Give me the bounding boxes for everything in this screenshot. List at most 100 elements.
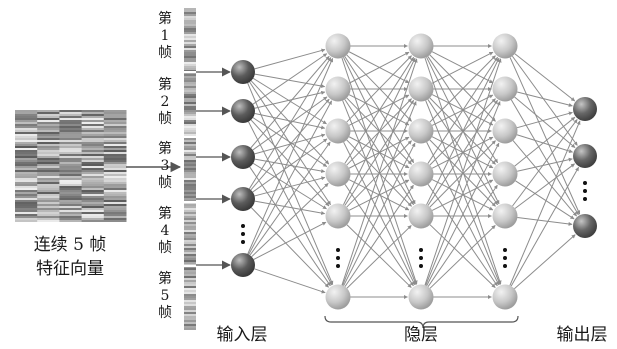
hidden-node <box>325 33 351 59</box>
feature-cell <box>15 150 38 152</box>
frame-strip-cell <box>184 84 196 86</box>
feature-cell <box>37 112 60 114</box>
feature-cell <box>59 166 83 168</box>
feature-cell <box>15 170 38 172</box>
frame-strip-cell <box>184 112 196 114</box>
feature-cell <box>59 196 83 198</box>
feature-cell <box>103 212 127 214</box>
feature-cell <box>103 208 127 210</box>
feature-cell <box>81 174 105 176</box>
feature-cell <box>37 204 60 206</box>
frame-strip-cell <box>184 24 196 26</box>
frame-strip-cell <box>184 222 196 224</box>
frame-strip-cell <box>184 166 196 168</box>
feature-cell <box>81 216 105 218</box>
frame-strip-cell <box>184 234 196 236</box>
feature-cell <box>103 120 127 122</box>
frame-strip-cell <box>184 150 196 152</box>
frame-strip-cell <box>184 240 196 242</box>
feature-cell <box>59 204 83 206</box>
frame-strip-cell <box>184 8 196 10</box>
feature-cell <box>37 208 60 210</box>
hidden-node <box>325 161 351 187</box>
frame-strip-cell <box>184 314 196 316</box>
feature-cell <box>59 160 83 162</box>
frame-strip-cell <box>184 320 196 322</box>
connection <box>429 225 496 289</box>
feature-cell <box>103 184 127 186</box>
hidden-node <box>325 118 351 144</box>
connection <box>254 112 326 130</box>
feature-cell <box>15 180 38 182</box>
feature-cell <box>59 122 83 124</box>
feature-cell <box>103 186 127 188</box>
feature-cell <box>37 166 60 168</box>
frame-strip-cell <box>184 308 196 310</box>
output-layer-label: 输出层 <box>557 325 608 345</box>
frame-strip-cell <box>184 62 196 64</box>
hidden-ellipsis-dot <box>419 248 423 252</box>
frame-strip-cell <box>184 190 196 192</box>
frame-strip-cell <box>184 44 196 46</box>
frame-strip-cell <box>184 310 196 312</box>
feature-cell <box>103 218 127 220</box>
frame-strip-cell <box>184 118 196 120</box>
hidden-ellipsis-dot <box>503 256 507 260</box>
frame-strip-cell <box>184 258 196 260</box>
feature-cell <box>59 178 83 180</box>
feature-cell <box>81 160 105 162</box>
feature-cell <box>103 174 127 176</box>
feature-cell <box>37 196 60 198</box>
feature-cell <box>15 208 38 210</box>
feature-cell <box>103 166 127 168</box>
frame-5-char-1: 第 <box>158 270 172 287</box>
frame-strip-cell <box>184 216 196 218</box>
feature-cell <box>59 148 83 150</box>
feature-cell <box>103 202 127 204</box>
feature-cell <box>15 142 38 144</box>
frame-strip-cell <box>184 292 196 294</box>
feature-cell <box>37 198 60 200</box>
hidden-node <box>408 161 434 187</box>
hidden-ellipsis-dot <box>419 264 423 268</box>
feature-cell <box>15 220 38 222</box>
frame-strip-cell <box>184 250 196 252</box>
connection <box>514 163 575 209</box>
feature-cell <box>37 168 60 170</box>
feature-cell <box>15 210 38 212</box>
feature-cell <box>15 178 38 180</box>
frame-strip-cell <box>184 160 196 162</box>
frame-strip-cell <box>184 188 196 190</box>
frame-strip-cell <box>184 128 196 130</box>
feature-cell <box>37 134 60 136</box>
feature-cell <box>59 170 83 172</box>
feature-cell <box>103 164 127 166</box>
feature-cell <box>81 110 105 112</box>
feature-cell <box>103 142 127 144</box>
frame-strip-cell <box>184 174 196 176</box>
frame-strip-cell <box>184 144 196 146</box>
frame-strip-cell <box>184 224 196 226</box>
feature-cell <box>15 196 38 198</box>
feature-cell <box>81 206 105 208</box>
input-caption-line-1: 连续 5 帧 <box>34 235 107 255</box>
feature-cell <box>59 172 83 174</box>
frame-strip-cell <box>184 290 196 292</box>
feature-cell <box>15 162 38 164</box>
feature-cell <box>103 124 127 126</box>
feature-cell <box>81 138 105 140</box>
feature-cell <box>37 210 60 212</box>
frame-4-char-1: 第 <box>158 205 172 222</box>
feature-cell <box>81 148 105 150</box>
feature-cell <box>15 214 38 216</box>
frame-strip-cell <box>184 180 196 182</box>
feature-cell <box>103 144 127 146</box>
feature-cell <box>59 176 83 178</box>
connection <box>247 58 334 255</box>
feature-cell <box>37 110 60 112</box>
frame-strip-cell <box>184 158 196 160</box>
frame-strip-cell <box>184 278 196 280</box>
frame-strip-cell <box>184 238 196 240</box>
frame-strip-cell <box>184 192 196 194</box>
